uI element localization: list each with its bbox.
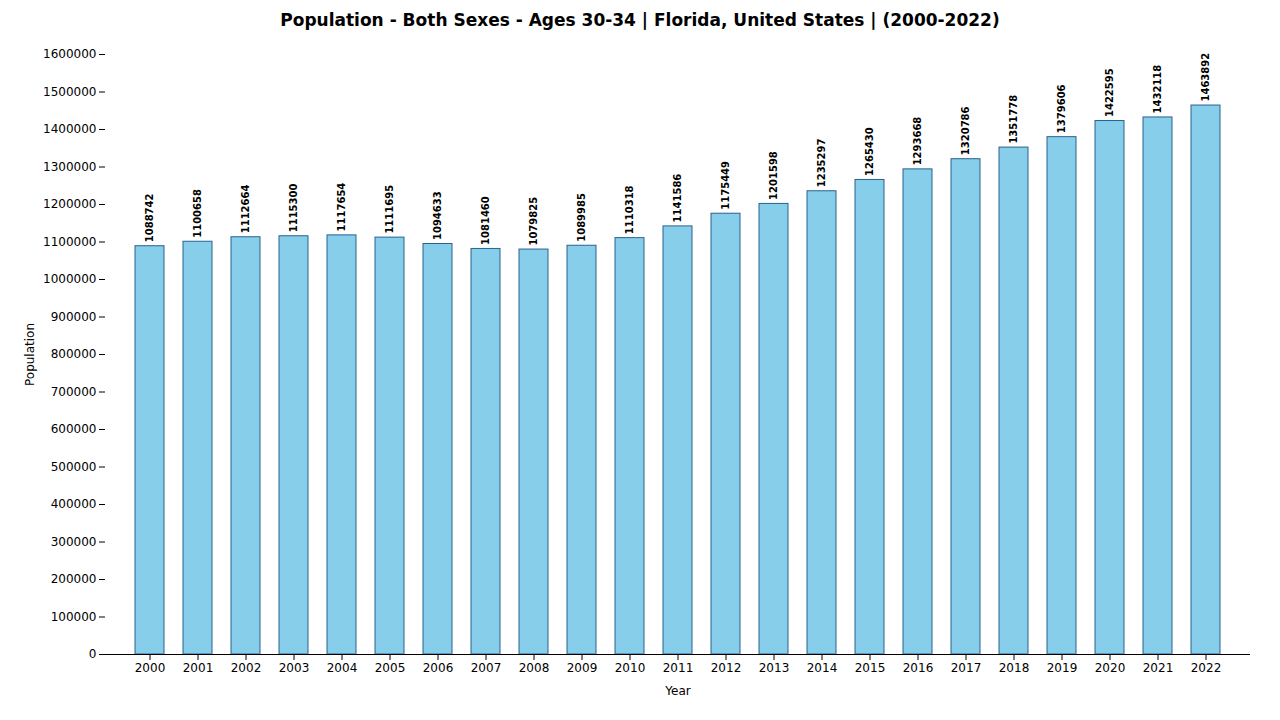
svg-text:1351778: 1351778: [1008, 95, 1019, 144]
svg-text:2011: 2011: [663, 661, 694, 675]
svg-text:700000: 700000: [51, 385, 97, 399]
svg-text:500000: 500000: [51, 460, 97, 474]
svg-text:1088742: 1088742: [144, 193, 155, 242]
svg-text:400000: 400000: [51, 497, 97, 511]
svg-text:1081460: 1081460: [480, 196, 491, 245]
svg-text:2001: 2001: [183, 661, 214, 675]
svg-text:1500000: 1500000: [43, 85, 96, 99]
svg-text:1094633: 1094633: [432, 191, 443, 240]
svg-text:2014: 2014: [807, 661, 838, 675]
svg-text:2019: 2019: [1047, 661, 1078, 675]
html-text:Population - Both Sexes - Ages: Population - Both Sexes - Ages 30-34 | F…: [280, 10, 1000, 30]
svg-text:1079825: 1079825: [528, 197, 539, 246]
svg-text:1200000: 1200000: [43, 197, 96, 211]
svg-text:1422595: 1422595: [1104, 68, 1115, 117]
svg-text:2021: 2021: [1143, 661, 1174, 675]
svg-text:2022: 2022: [1191, 661, 1222, 675]
svg-text:2006: 2006: [423, 661, 454, 675]
svg-text:2003: 2003: [279, 661, 310, 675]
svg-text:2009: 2009: [567, 661, 598, 675]
svg-text:2015: 2015: [855, 661, 886, 675]
svg-text:1432118: 1432118: [1152, 65, 1163, 114]
svg-text:1089985: 1089985: [576, 193, 587, 242]
svg-text:1000000: 1000000: [43, 272, 96, 286]
svg-text:1235297: 1235297: [816, 139, 827, 188]
svg-text:1400000: 1400000: [43, 122, 96, 136]
svg-text:300000: 300000: [51, 535, 97, 549]
svg-text:0: 0: [89, 647, 97, 661]
svg-text:1379606: 1379606: [1056, 84, 1067, 133]
svg-text:Year: Year: [664, 684, 690, 698]
svg-text:1115300: 1115300: [288, 184, 299, 233]
svg-text:1141586: 1141586: [672, 174, 683, 223]
svg-text:1112664: 1112664: [240, 185, 251, 234]
svg-text:2012: 2012: [711, 661, 742, 675]
svg-text:800000: 800000: [51, 347, 97, 361]
svg-text:2017: 2017: [951, 661, 982, 675]
svg-text:600000: 600000: [51, 422, 97, 436]
svg-text:1300000: 1300000: [43, 160, 96, 174]
svg-text:200000: 200000: [51, 572, 97, 586]
svg-text:1117654: 1117654: [336, 183, 347, 232]
svg-text:2002: 2002: [231, 661, 262, 675]
svg-text:1110318: 1110318: [624, 185, 635, 234]
svg-text:1463892: 1463892: [1200, 53, 1211, 102]
svg-text:2004: 2004: [327, 661, 358, 675]
svg-text:2005: 2005: [375, 661, 406, 675]
svg-text:100000: 100000: [51, 610, 97, 624]
svg-text:2008: 2008: [519, 661, 550, 675]
svg-text:1201598: 1201598: [768, 151, 779, 200]
svg-text:1293668: 1293668: [912, 117, 923, 166]
svg-text:1100658: 1100658: [192, 189, 203, 238]
svg-text:1111695: 1111695: [384, 185, 395, 234]
svg-text:2010: 2010: [615, 661, 646, 675]
svg-text:2007: 2007: [471, 661, 502, 675]
svg-text:1600000: 1600000: [43, 47, 96, 61]
svg-text:2000: 2000: [135, 661, 166, 675]
svg-text:2013: 2013: [759, 661, 790, 675]
svg-text:900000: 900000: [51, 310, 97, 324]
svg-text:2020: 2020: [1095, 661, 1126, 675]
svg-text:2016: 2016: [903, 661, 934, 675]
svg-text:2018: 2018: [999, 661, 1030, 675]
svg-text:1320786: 1320786: [960, 106, 971, 155]
svg-text:Population: Population: [23, 323, 37, 386]
svg-text:1265430: 1265430: [864, 127, 875, 176]
svg-text:1100000: 1100000: [43, 235, 96, 249]
svg-text:1175449: 1175449: [720, 161, 731, 210]
